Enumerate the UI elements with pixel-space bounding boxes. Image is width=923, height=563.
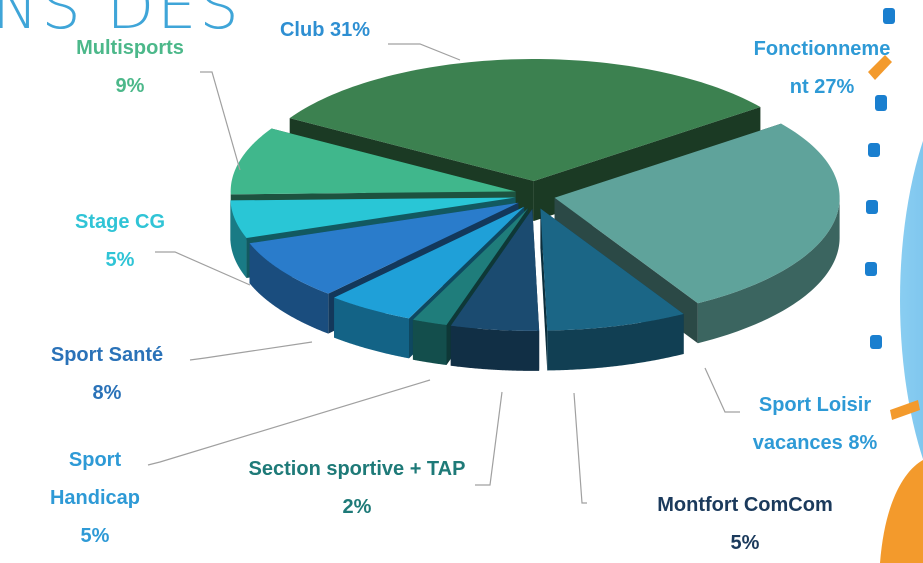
data-label: Club 31% xyxy=(255,11,395,49)
value-label: 27% xyxy=(814,76,854,98)
category-label: Sport Handicap xyxy=(50,449,140,509)
slice-side xyxy=(413,320,447,365)
value-label: 5% xyxy=(81,525,110,547)
category-label: Club xyxy=(280,19,324,41)
data-label: Sport Loisir vacances 8% xyxy=(730,386,900,462)
category-label: Section sportive + TAP xyxy=(249,458,466,480)
category-label: Montfort ComCom xyxy=(657,494,833,516)
slice-side xyxy=(451,326,539,371)
value-label: 8% xyxy=(848,432,877,454)
value-label: 5% xyxy=(106,249,135,271)
value-label: 2% xyxy=(343,496,372,518)
pie xyxy=(230,59,839,371)
value-label: 5% xyxy=(731,532,760,554)
category-label: Sport Santé xyxy=(51,344,163,366)
data-label: Fonctionnement 27% xyxy=(752,30,892,106)
data-label: Multisports 9% xyxy=(45,29,215,105)
data-label: Montfort ComCom 5% xyxy=(610,486,880,562)
value-label: 8% xyxy=(93,382,122,404)
data-label: Section sportive + TAP 2% xyxy=(222,450,492,526)
data-label: Sport Santé 8% xyxy=(17,336,197,412)
category-label: Multisports xyxy=(76,37,184,59)
data-label: Sport Handicap 5% xyxy=(40,441,150,555)
value-label: 31% xyxy=(330,19,370,41)
category-label: Stage CG xyxy=(75,211,165,233)
value-label: 9% xyxy=(116,75,145,97)
page: NS DES Club 31%Fonctionnement 27%Sport L… xyxy=(0,0,923,563)
data-label: Stage CG 5% xyxy=(45,203,195,279)
